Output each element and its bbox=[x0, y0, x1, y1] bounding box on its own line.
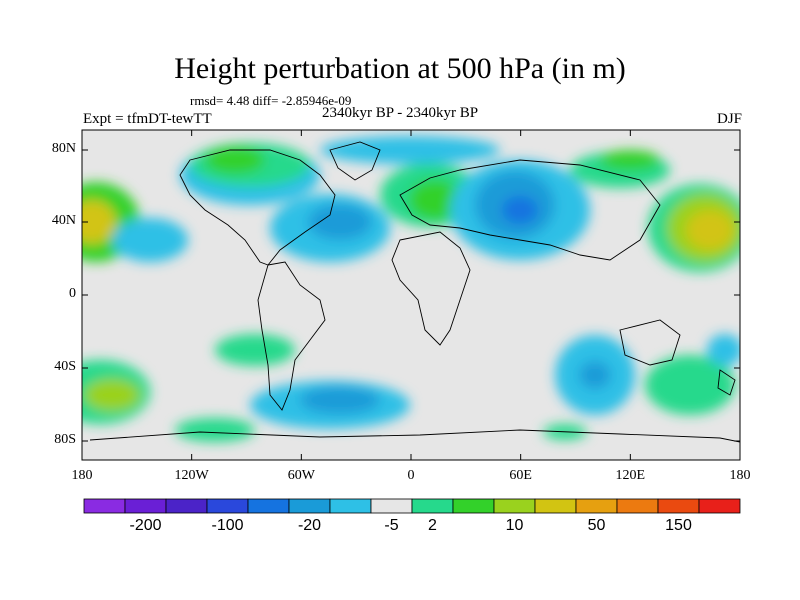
x-tick-label: 0 bbox=[407, 468, 415, 483]
colorbar-swatch bbox=[124, 498, 167, 514]
colorbar-swatch bbox=[493, 498, 536, 514]
period-label: 2340kyr BP - 2340kyr BP bbox=[322, 105, 479, 121]
y-tick-marks bbox=[82, 149, 740, 442]
season-label: DJF bbox=[716, 111, 742, 127]
anomaly-negative bbox=[320, 136, 500, 164]
colorbar-swatch bbox=[370, 498, 413, 514]
height-perturbation-field bbox=[82, 136, 740, 442]
colorbar-label: 10 bbox=[505, 517, 524, 534]
colorbar-swatch bbox=[83, 498, 126, 514]
y-tick-label: 80S bbox=[54, 432, 76, 447]
anomaly-positive bbox=[82, 200, 116, 244]
anomaly-negative bbox=[502, 196, 538, 224]
colorbar-swatch bbox=[657, 498, 700, 514]
x-tick-label: 60E bbox=[509, 468, 532, 483]
colorbar-swatch bbox=[411, 498, 454, 514]
y-tick-label: 40S bbox=[54, 359, 76, 374]
colorbar-label: -5 bbox=[384, 517, 399, 534]
x-tick-label: 120E bbox=[615, 468, 646, 483]
colorbar-swatch bbox=[534, 498, 577, 514]
experiment-label: Expt = tfmDT-tewTT bbox=[83, 111, 212, 127]
x-tick-label: 180 bbox=[71, 468, 93, 483]
colorbar-swatch bbox=[698, 498, 741, 514]
colorbar-swatch bbox=[165, 498, 208, 514]
colorbar-swatch bbox=[329, 498, 372, 514]
x-tick-label: 60W bbox=[287, 468, 315, 483]
chart-title: Height perturbation at 500 hPa (in m) bbox=[174, 52, 626, 85]
colorbar-label: 2 bbox=[428, 517, 437, 534]
y-tick-label: 40N bbox=[51, 213, 76, 228]
anomaly-negative bbox=[579, 361, 611, 389]
colorbar bbox=[83, 498, 741, 514]
colorbar-label: -100 bbox=[211, 517, 244, 534]
anomaly-positive bbox=[215, 334, 295, 366]
y-tick-label: 80N bbox=[51, 141, 76, 156]
x-tick-marks bbox=[81, 130, 741, 460]
anomaly-positive bbox=[409, 180, 461, 220]
anomaly-positive bbox=[600, 150, 660, 170]
anomaly-positive bbox=[205, 146, 265, 174]
x-tick-label: 120W bbox=[174, 468, 209, 483]
anomaly-positive bbox=[645, 355, 735, 415]
x-tick-label: 180 bbox=[729, 468, 751, 483]
anomaly-positive bbox=[686, 210, 734, 250]
colorbar-swatch bbox=[206, 498, 249, 514]
colorbar-swatch bbox=[575, 498, 618, 514]
colorbar-label: 150 bbox=[665, 517, 692, 534]
anomaly-negative bbox=[112, 218, 188, 262]
stats-label: rmsd= 4.48 diff= -2.85946e-09 bbox=[190, 93, 352, 108]
coastlines bbox=[89, 141, 740, 443]
colorbar-swatch bbox=[247, 498, 290, 514]
colorbar-swatch bbox=[452, 498, 495, 514]
colorbar-label: 50 bbox=[587, 517, 606, 534]
anomaly-negative bbox=[300, 386, 380, 414]
y-tick-label: 0 bbox=[69, 286, 76, 301]
colorbar-swatch bbox=[616, 498, 659, 514]
anomaly-negative bbox=[308, 204, 372, 240]
colorbar-label: -20 bbox=[297, 517, 322, 534]
anomaly-negative bbox=[707, 334, 740, 366]
colorbar-label: -200 bbox=[129, 517, 162, 534]
anomaly-positive bbox=[175, 418, 255, 442]
colorbar-swatch bbox=[288, 498, 331, 514]
anomaly-positive bbox=[84, 379, 140, 411]
